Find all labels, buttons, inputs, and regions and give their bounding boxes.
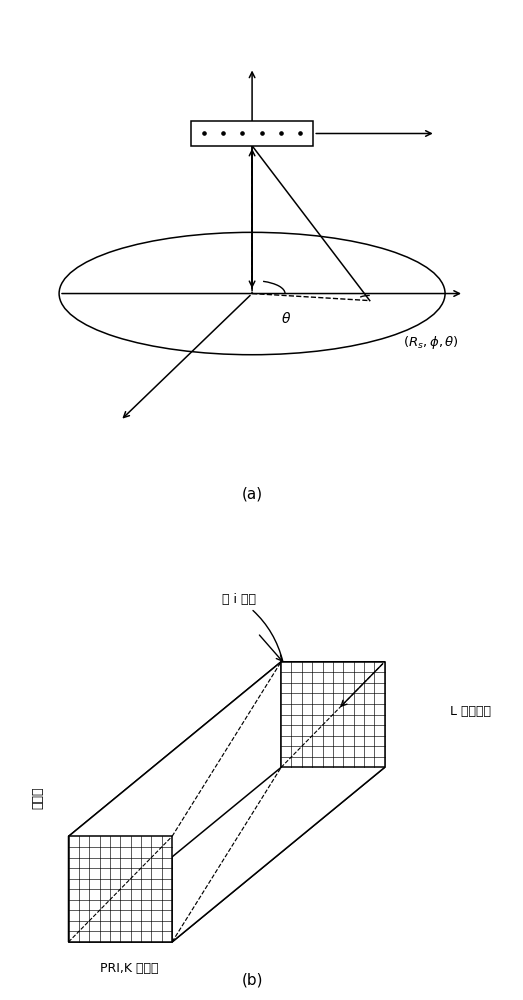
- Text: $(R_s,\phi,\theta)$: $(R_s,\phi,\theta)$: [403, 334, 459, 351]
- Text: 第 i 个距: 第 i 个距: [222, 593, 283, 661]
- Text: 天线数: 天线数: [31, 787, 44, 809]
- Polygon shape: [69, 662, 281, 942]
- Polygon shape: [172, 662, 385, 942]
- Bar: [191, 121, 313, 146]
- Text: $\theta$: $\theta$: [281, 311, 291, 326]
- Polygon shape: [69, 662, 385, 836]
- Text: L 个距离门: L 个距离门: [450, 705, 491, 718]
- Text: PRI,K 个脆冲: PRI,K 个脆冲: [100, 962, 159, 975]
- Polygon shape: [69, 767, 385, 942]
- Text: (a): (a): [242, 486, 263, 501]
- Polygon shape: [69, 836, 172, 942]
- Text: (b): (b): [241, 973, 263, 988]
- Polygon shape: [281, 662, 385, 767]
